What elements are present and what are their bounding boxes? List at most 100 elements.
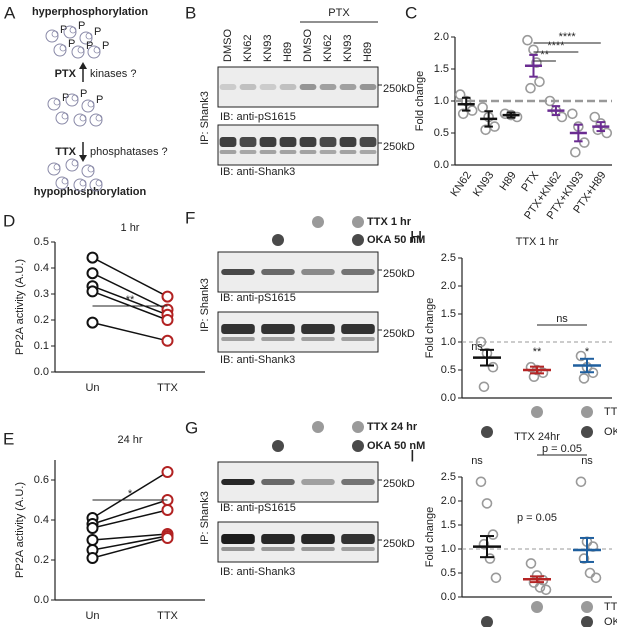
y-axis-label: PP2A activity (A.U.) <box>14 259 26 355</box>
y-tick-label: 1.5 <box>441 519 456 531</box>
data-point <box>575 476 587 488</box>
phospho-mark: P <box>80 88 87 100</box>
blot <box>217 66 379 108</box>
y-tick-label: 1.5 <box>441 308 456 320</box>
pair-line <box>92 471 168 519</box>
top-label: hyperphosphorylation <box>32 6 148 18</box>
protein-icon <box>89 178 103 192</box>
protein-icon <box>53 163 61 171</box>
blot-band <box>339 150 357 154</box>
data-point <box>161 504 174 516</box>
condition-label: TTX <box>604 601 617 613</box>
x-tick-label: Un <box>85 610 99 622</box>
blot-band <box>219 137 237 147</box>
pair-line <box>92 499 168 525</box>
condition-label: OKA <box>604 426 617 438</box>
data-point <box>457 108 469 120</box>
y-tick-label: 0.5 <box>34 236 49 248</box>
condition-dot <box>531 601 543 613</box>
blot-band <box>259 84 277 90</box>
condition-label: OKA 50 nM <box>367 440 425 452</box>
phospho-mark: P <box>78 20 85 32</box>
blot-band <box>259 137 277 147</box>
data-point <box>575 350 587 362</box>
blot-band <box>341 479 375 485</box>
pair-line <box>92 537 168 559</box>
protein-icon <box>61 177 69 185</box>
category-annotation: p = 0.05 <box>517 512 557 524</box>
data-point <box>454 89 466 100</box>
y-tick-label: 1.5 <box>434 63 449 75</box>
y-tick-label: 0.2 <box>34 554 49 566</box>
probe-label: IB: anti-Shank3 <box>220 166 295 178</box>
data-point <box>480 124 491 136</box>
blot-band <box>279 150 297 154</box>
up-agent: PTX <box>55 68 77 80</box>
blot-band <box>221 269 255 275</box>
chart-title: TTX 24hr <box>514 431 560 443</box>
blot-band <box>341 324 375 334</box>
data-point <box>487 361 499 373</box>
category-annotation: ns <box>581 455 593 467</box>
blot-band <box>341 269 375 275</box>
protein-icon <box>53 43 67 57</box>
blot-band <box>261 547 295 551</box>
y-tick-label: 0.6 <box>34 474 49 486</box>
blot-band <box>279 84 297 90</box>
data-point <box>86 251 99 264</box>
protein-icon <box>73 178 87 192</box>
probe-label: IB: anti-Shank3 <box>220 566 295 578</box>
pair-line <box>92 535 168 551</box>
blot-band <box>219 150 237 154</box>
arrowhead <box>79 155 87 162</box>
blot-band <box>261 479 295 485</box>
blot-band <box>221 324 255 334</box>
x-tick-label: Un <box>85 382 99 394</box>
phospho-mark: P <box>94 26 101 38</box>
protein-icon <box>55 111 69 125</box>
blot-band <box>221 479 255 485</box>
protein-icon <box>55 176 69 190</box>
blot-band <box>261 534 295 544</box>
panel-label: I <box>410 446 415 465</box>
pair-line <box>92 533 168 541</box>
ip-label: IP: Shank3 <box>199 491 211 545</box>
size-marker: 250kD <box>383 268 415 280</box>
data-point <box>544 95 556 107</box>
x-tick-label: TTX <box>157 382 178 394</box>
protein-icon <box>65 93 79 107</box>
y-tick-label: 2.0 <box>434 31 449 43</box>
x-tick-label: TTX <box>157 610 178 622</box>
data-point <box>556 111 568 123</box>
condition-dot <box>581 616 593 627</box>
y-tick-label: 0.2 <box>34 314 49 326</box>
protein-icon <box>65 158 79 172</box>
pair-line <box>92 285 168 316</box>
condition-dot <box>312 216 324 228</box>
condition-dot <box>352 440 364 452</box>
y-tick-label: 2.0 <box>441 280 456 292</box>
category-annotation: ns <box>471 341 483 353</box>
data-point <box>475 476 487 488</box>
data-point <box>522 34 533 46</box>
protein-icon <box>61 112 69 120</box>
blot-band <box>259 150 277 154</box>
condition-dot <box>481 426 493 438</box>
condition-dot <box>581 601 593 613</box>
phospho-mark: P <box>68 38 75 50</box>
y-tick-label: 2.5 <box>441 471 456 483</box>
blot-band <box>299 137 317 147</box>
category-annotation: ** <box>533 346 542 358</box>
probe-label: IB: anti-pS1615 <box>220 111 296 123</box>
data-point <box>590 572 602 584</box>
blot-band <box>239 137 257 147</box>
data-point <box>601 127 613 139</box>
down-text: phosphatases ? <box>90 146 168 158</box>
significance-label: p = 0.05 <box>542 443 582 455</box>
blot-band <box>221 337 255 341</box>
blot-band <box>219 84 237 90</box>
condition-label: TTX 1 hr <box>367 216 412 228</box>
panel-label: D <box>3 211 15 230</box>
data-point <box>484 553 496 564</box>
blot-band <box>319 150 337 154</box>
